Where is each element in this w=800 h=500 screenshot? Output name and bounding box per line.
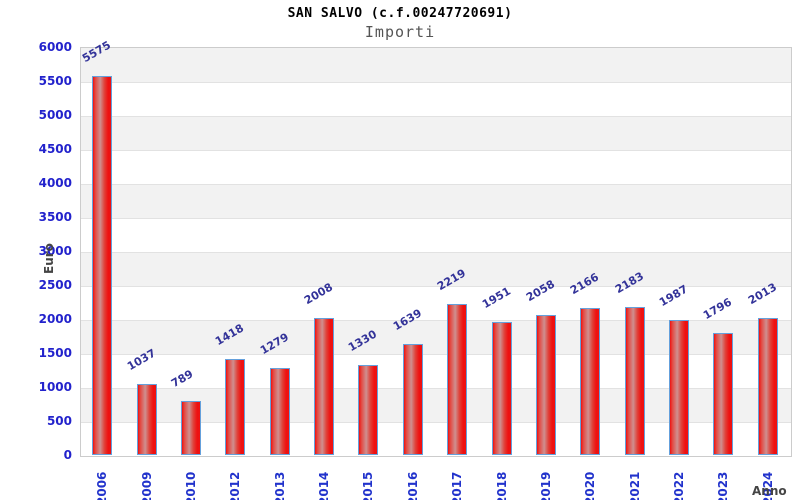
bar-2017 bbox=[447, 304, 468, 455]
grid-band bbox=[81, 286, 791, 320]
x-tick-label: 2015 bbox=[361, 471, 376, 500]
y-tick-label: 6000 bbox=[38, 40, 72, 54]
y-tick-label: 4000 bbox=[38, 176, 72, 190]
y-tick-label: 4500 bbox=[38, 142, 72, 156]
x-tick-label: 2021 bbox=[627, 471, 642, 500]
bar-2010 bbox=[180, 401, 201, 455]
bar-2016 bbox=[402, 343, 423, 455]
y-tick-label: 1000 bbox=[38, 380, 72, 394]
grid-band bbox=[81, 218, 791, 252]
x-tick-label: 2013 bbox=[272, 471, 287, 500]
x-tick-label: 2016 bbox=[405, 471, 420, 500]
bar-2019 bbox=[535, 315, 556, 455]
grid-band bbox=[81, 184, 791, 218]
y-tick-label: 3000 bbox=[38, 244, 72, 258]
x-tick-label: 2014 bbox=[317, 471, 332, 500]
bar-2009 bbox=[136, 384, 157, 455]
x-tick-label: 2009 bbox=[139, 471, 154, 500]
bar-2006 bbox=[92, 75, 113, 455]
bar-2015 bbox=[358, 364, 379, 455]
grid-band bbox=[81, 150, 791, 184]
x-tick-label: 2019 bbox=[538, 471, 553, 500]
y-tick-label: 5500 bbox=[38, 74, 72, 88]
bar-2021 bbox=[624, 306, 645, 455]
y-tick-label: 3500 bbox=[38, 210, 72, 224]
bar-2024 bbox=[757, 318, 778, 455]
x-tick-label: 2010 bbox=[183, 471, 198, 500]
y-tick-label: 5000 bbox=[38, 108, 72, 122]
chart-subtitle: Importi bbox=[364, 23, 436, 41]
x-axis-title: Anno bbox=[752, 484, 787, 498]
x-tick-label: 2012 bbox=[228, 471, 243, 500]
grid-band bbox=[81, 82, 791, 116]
x-tick-label: 2022 bbox=[672, 471, 687, 500]
y-tick-label: 1500 bbox=[38, 346, 72, 360]
chart-title: SAN SALVO (c.f.00247720691) bbox=[287, 6, 513, 21]
bar-2012 bbox=[225, 358, 246, 455]
bar-2020 bbox=[580, 307, 601, 455]
y-tick-label: 2000 bbox=[38, 312, 72, 326]
x-tick-label: 2006 bbox=[95, 471, 110, 500]
y-tick-label: 2500 bbox=[38, 278, 72, 292]
bar-2013 bbox=[269, 368, 290, 455]
x-tick-label: 2017 bbox=[450, 471, 465, 500]
x-tick-label: 2023 bbox=[716, 471, 731, 500]
bar-2014 bbox=[314, 318, 335, 455]
bar-2018 bbox=[491, 322, 512, 455]
y-tick-label: 0 bbox=[63, 448, 72, 462]
grid-band bbox=[81, 252, 791, 286]
y-axis-title: Euro bbox=[42, 243, 56, 274]
grid-band bbox=[81, 48, 791, 82]
x-tick-label: 2018 bbox=[494, 471, 509, 500]
y-tick-label: 500 bbox=[46, 414, 72, 428]
bar-2023 bbox=[713, 332, 734, 455]
grid-band bbox=[81, 116, 791, 150]
x-tick-label: 2020 bbox=[583, 471, 598, 500]
bar-2022 bbox=[669, 319, 690, 455]
